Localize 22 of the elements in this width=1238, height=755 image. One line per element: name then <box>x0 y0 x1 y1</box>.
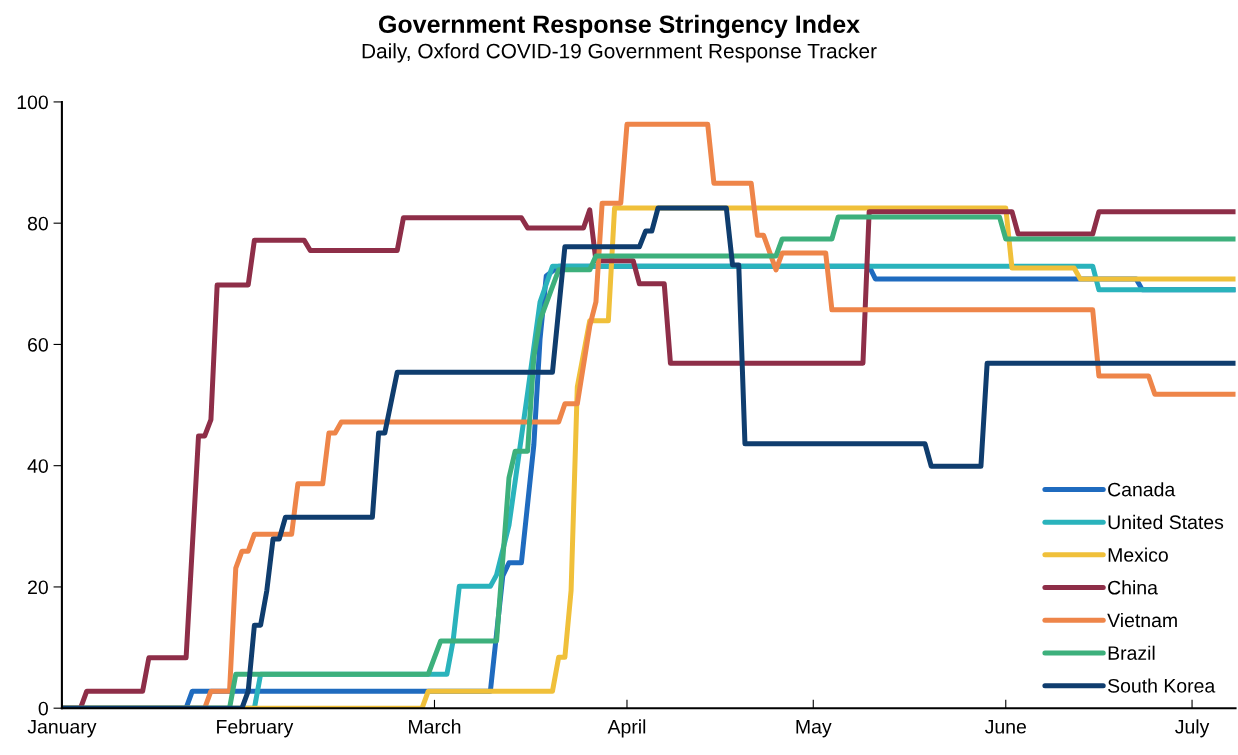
y-tick-label: 0 <box>38 701 48 716</box>
x-tick-label: June <box>984 720 1026 734</box>
x-tick-label: April <box>607 719 646 738</box>
legend-label: Vietnam <box>1107 612 1177 628</box>
legend-label: Brazil <box>1108 645 1155 660</box>
legend-label: Canada <box>1108 482 1176 497</box>
x-tick-label: July <box>1175 719 1210 738</box>
legend-label: Mexico <box>1108 547 1168 562</box>
chart-subtitle: Daily, Oxford COVID-19 Government Response Tracker <box>362 43 877 63</box>
x-tick-label: March <box>409 719 461 734</box>
y-tick-label: 80 <box>27 216 48 231</box>
y-tick-label: 100 <box>17 95 48 110</box>
x-tick-label: February <box>217 719 294 738</box>
y-tick-label: 40 <box>27 459 48 473</box>
y-tick-label: 20 <box>28 580 48 595</box>
y-tick-label: 60 <box>28 337 48 352</box>
chart-title: Government Response Stringency Index <box>379 14 860 39</box>
legend-label: China <box>1108 580 1158 595</box>
legend-label: United States <box>1108 514 1224 530</box>
legend-label: South Korea <box>1108 678 1216 693</box>
x-tick-label: May <box>796 720 832 738</box>
x-tick-label: January <box>27 720 97 738</box>
